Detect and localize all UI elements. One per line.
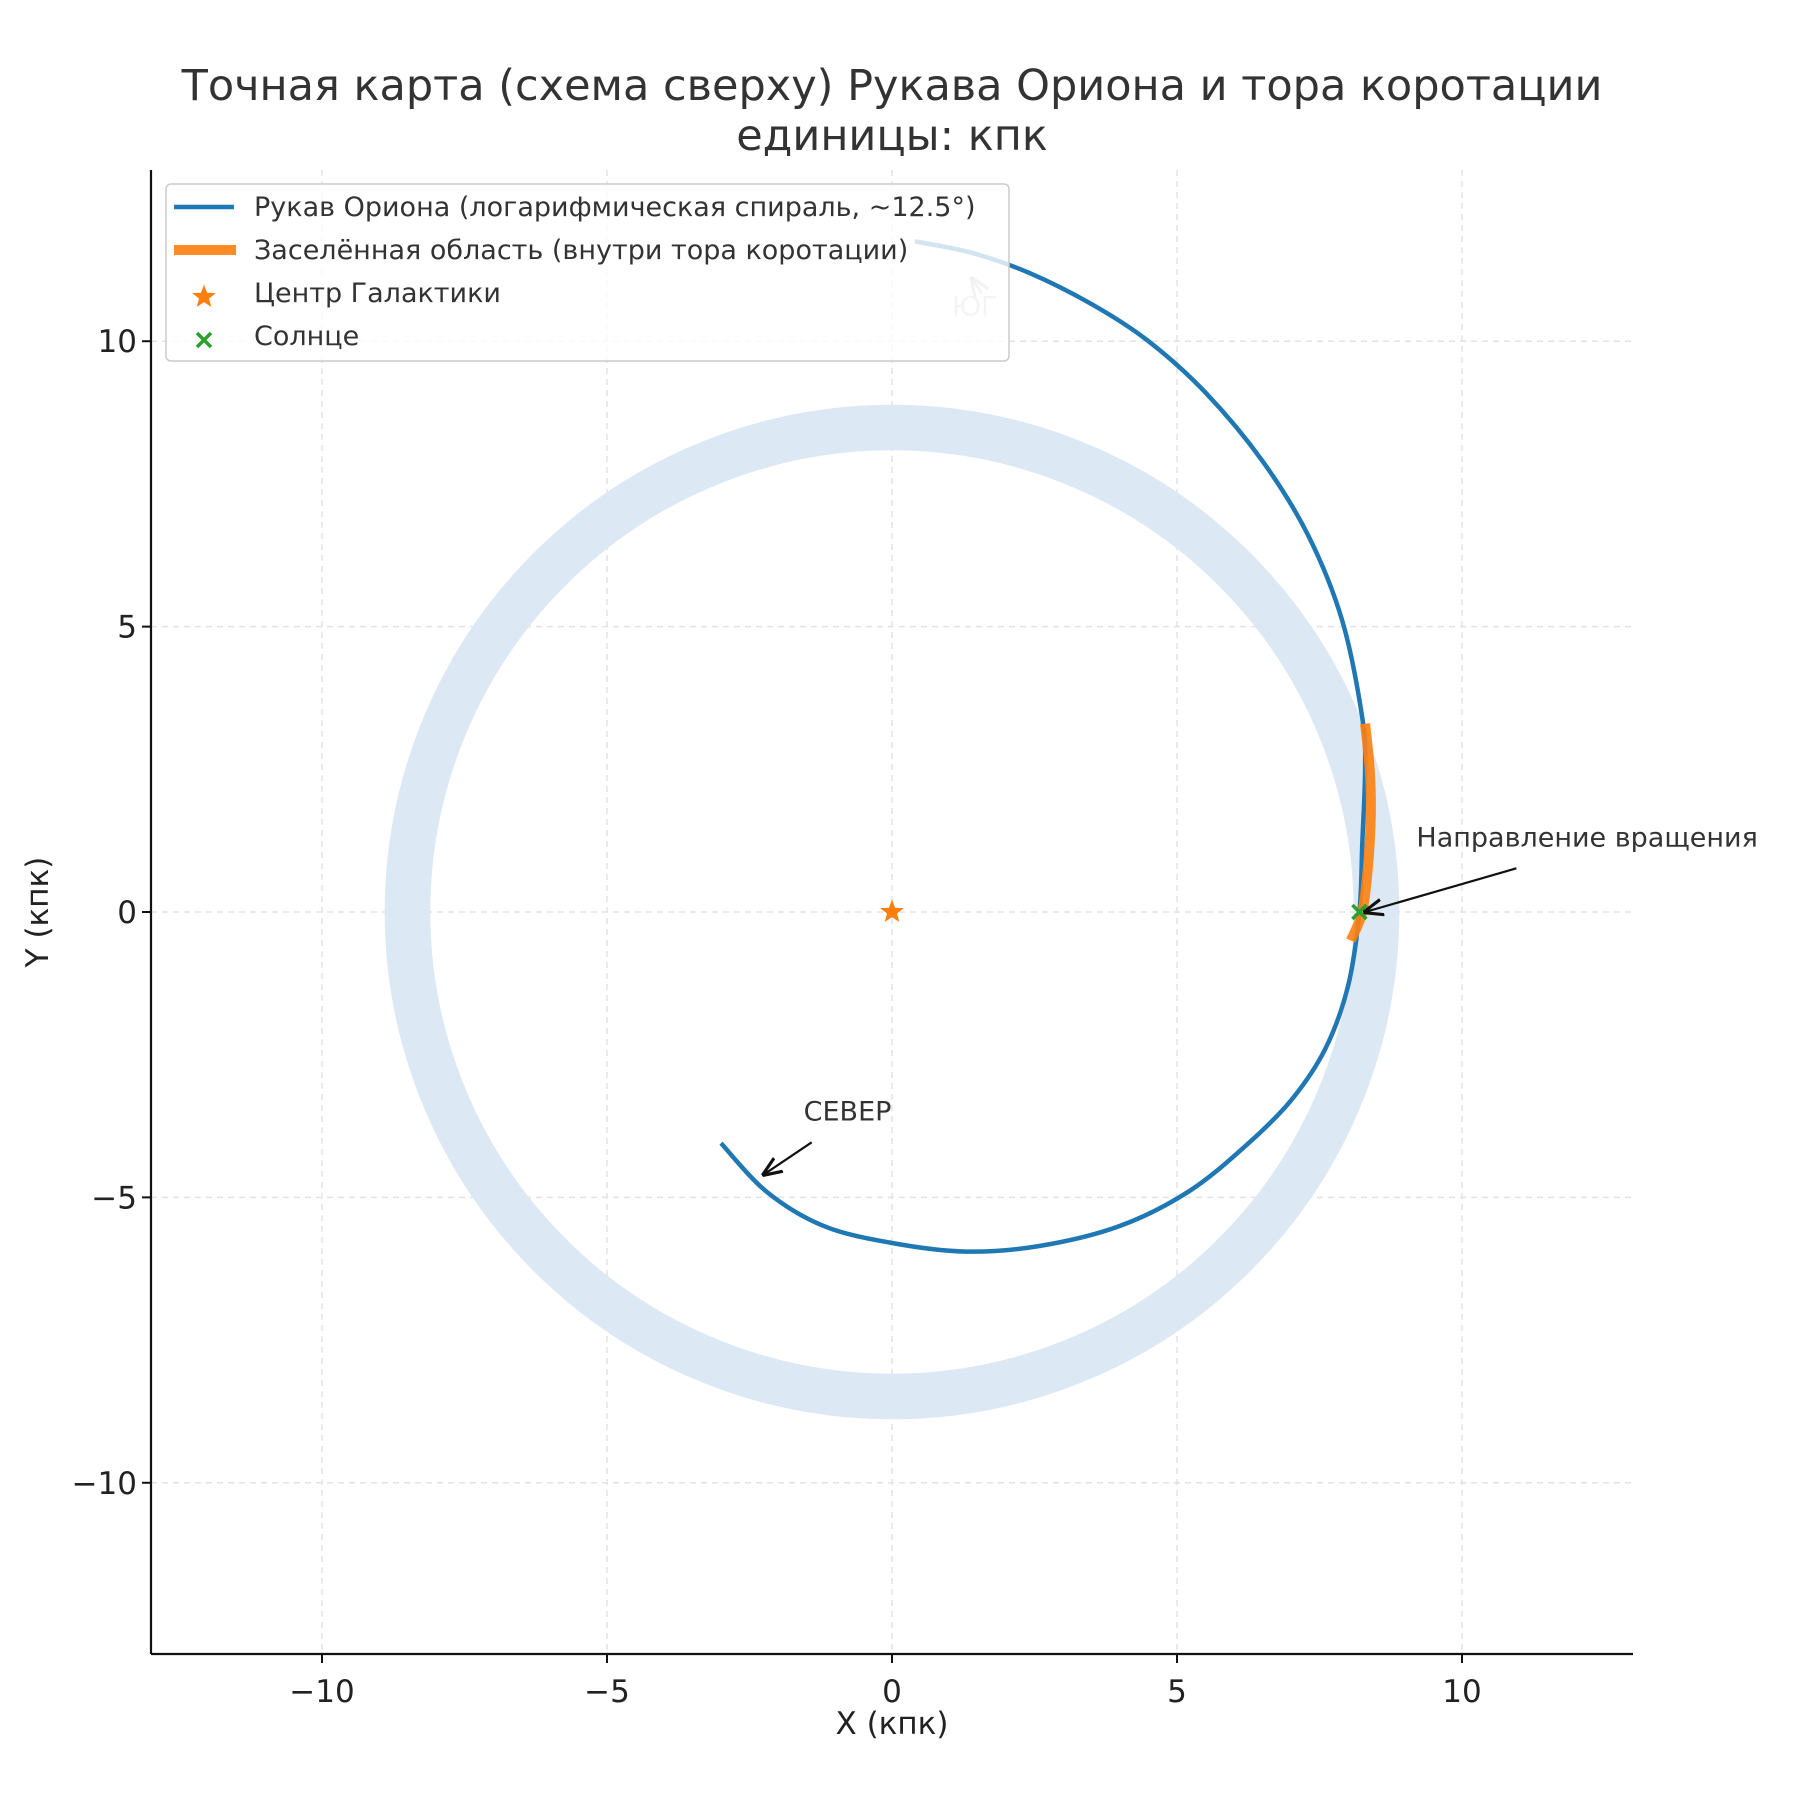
legend-label: Заселённая область (внутри тора коротаци… bbox=[254, 235, 908, 266]
galactic-center-marker bbox=[880, 899, 904, 923]
legend-swatch-marker bbox=[192, 284, 216, 308]
ticks: −10 −5 0 5 10 −10 −5 0 5 10 bbox=[72, 324, 1482, 1710]
legend-label: Центр Галактики bbox=[254, 278, 501, 309]
y-tick-label: −5 bbox=[91, 1180, 137, 1216]
chart-title-line-2: единицы: кпк bbox=[736, 111, 1048, 161]
rotation-direction-annotation: Направление вращения bbox=[1365, 822, 1758, 912]
annotation-label: Направление вращения bbox=[1416, 822, 1757, 853]
x-tick-label: 0 bbox=[882, 1674, 902, 1710]
x-tick-label: 10 bbox=[1442, 1674, 1481, 1710]
north-annotation: СЕВЕР bbox=[764, 1096, 892, 1174]
legend-entry: Рукав Ориона (логарифмическая спираль, ~… bbox=[174, 192, 976, 223]
legend-box bbox=[165, 183, 1010, 362]
x-tick-label: 5 bbox=[1167, 1674, 1187, 1710]
legend-swatch-marker bbox=[195, 331, 213, 349]
annotation-label: СЕВЕР bbox=[804, 1096, 892, 1127]
y-tick-label: −10 bbox=[72, 1466, 137, 1502]
legend-label: Рукав Ориона (логарифмическая спираль, ~… bbox=[254, 192, 976, 223]
x-stroke bbox=[195, 331, 213, 349]
x-tick-label: −5 bbox=[584, 1674, 630, 1710]
legend-entry: Заселённая область (внутри тора коротаци… bbox=[174, 235, 908, 266]
x-axis-label: X (кпк) bbox=[836, 1706, 949, 1742]
annotation-arrow bbox=[764, 1141, 813, 1174]
y-tick-label: 10 bbox=[98, 324, 137, 360]
legend-label: Солнце bbox=[254, 321, 359, 352]
y-axis-label: Y (кпк) bbox=[20, 857, 56, 969]
legend: Рукав Ориона (логарифмическая спираль, ~… bbox=[165, 183, 1010, 362]
legend-entry: Центр Галактики bbox=[192, 278, 501, 309]
legend-entry: Солнце bbox=[195, 321, 359, 352]
y-tick-label: 0 bbox=[117, 895, 137, 931]
y-tick-label: 5 bbox=[117, 610, 137, 646]
annotation-arrow bbox=[1365, 867, 1517, 912]
chart-title-line-1: Точная карта (схема сверху) Рукава Орион… bbox=[181, 61, 1603, 111]
x-tick-label: −10 bbox=[289, 1674, 354, 1710]
